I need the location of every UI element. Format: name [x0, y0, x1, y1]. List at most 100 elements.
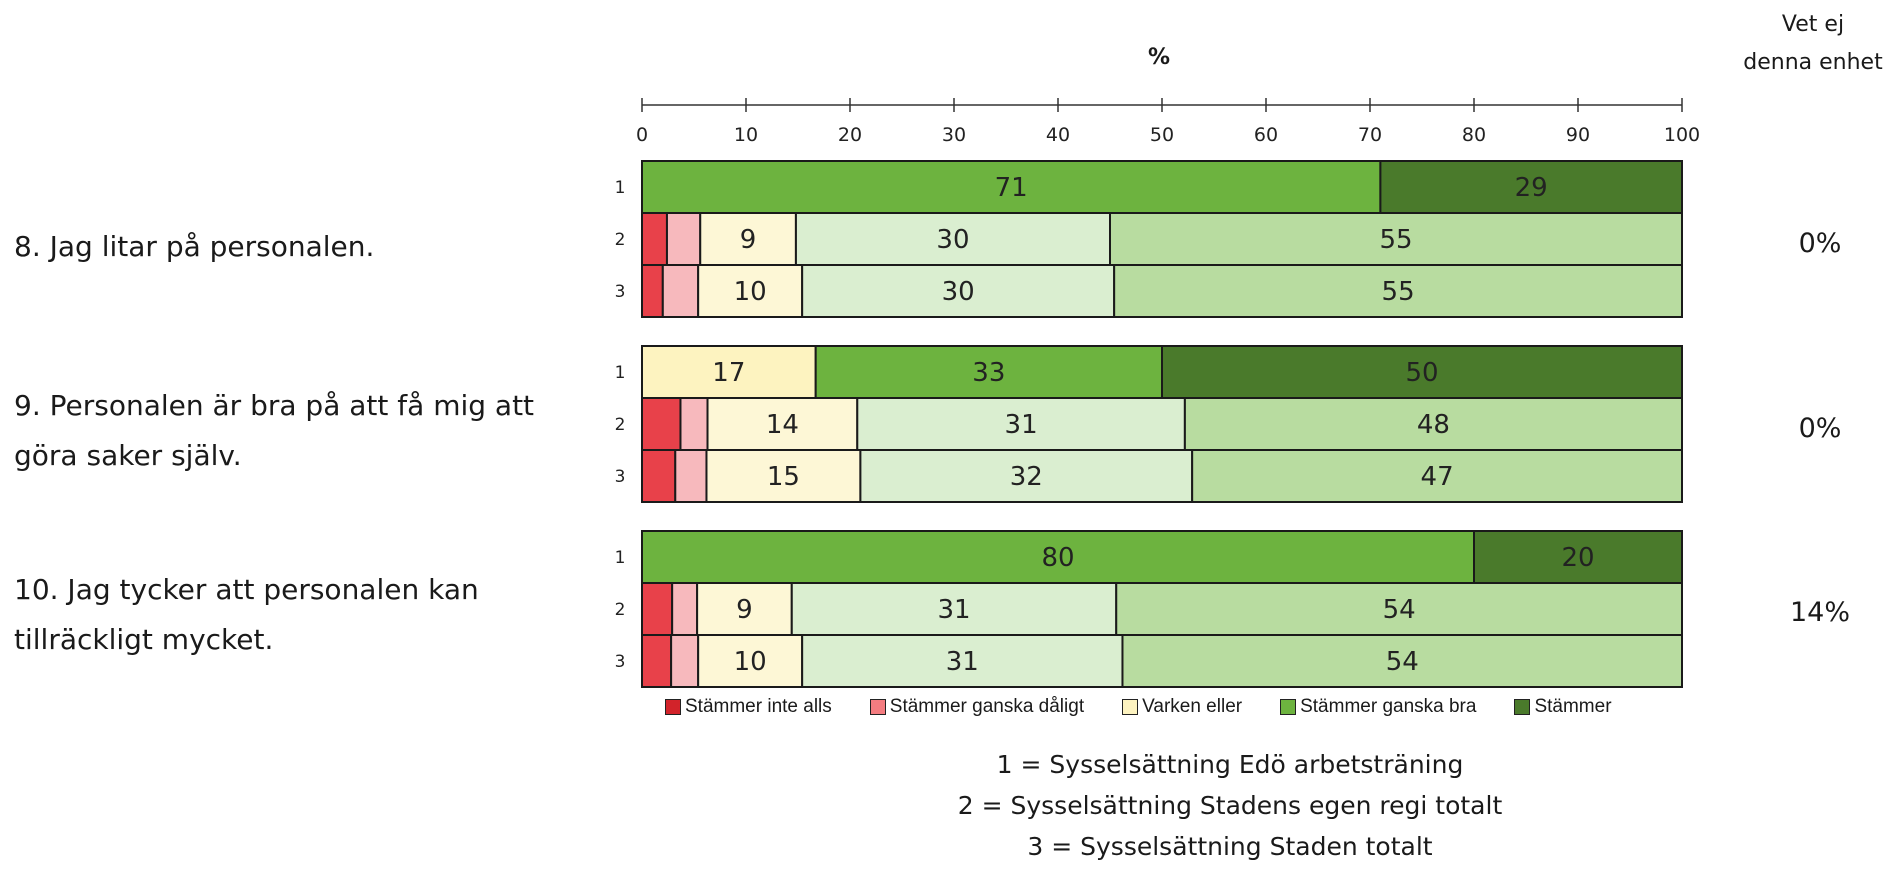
bar-value-label: 30 [936, 225, 969, 255]
legend-label-1: Stämmer inte alls [685, 696, 832, 717]
bar-value-label: 29 [1515, 173, 1548, 203]
legend-label-4: Stämmer ganska bra [1300, 696, 1477, 717]
bar-segment [1115, 582, 1683, 636]
bar-segment [671, 582, 699, 636]
footer-line-3: 3 = Sysselsättning Staden totalt [1027, 832, 1433, 861]
x-tick-label: 90 [1566, 124, 1590, 146]
x-tick-label: 40 [1046, 124, 1070, 146]
bar-segment [674, 449, 708, 503]
legend-swatch-4 [1280, 699, 1297, 715]
bar-value-label: 31 [937, 595, 970, 625]
bar-value-label: 10 [734, 277, 767, 307]
legend-swatch-2 [869, 699, 886, 715]
row-id-label: 2 [615, 600, 626, 620]
bar-segment [697, 264, 804, 318]
bar-segment [679, 397, 709, 451]
legend-item-5: Stämmer [1514, 696, 1612, 718]
bar-segment [1473, 530, 1683, 584]
bar-value-label: 17 [712, 358, 745, 388]
footer-line-2: 2 = Sysselsättning Stadens egen regi tot… [957, 791, 1503, 820]
bar-segment [696, 582, 793, 636]
bar-value-label: 33 [972, 358, 1005, 388]
bar-value-label: 47 [1421, 462, 1454, 492]
bar-segment [699, 212, 797, 266]
row-id-label: 3 [615, 467, 626, 487]
x-tick-label: 70 [1358, 124, 1382, 146]
bar-segment [705, 449, 862, 503]
bar-value-label: 54 [1386, 647, 1419, 677]
bar-value-label: 10 [734, 647, 767, 677]
bar-segment [1113, 264, 1684, 318]
row-id-label: 3 [615, 282, 626, 302]
legend-swatch-3 [1122, 699, 1139, 715]
axis-title: % [1148, 45, 1171, 70]
x-tick-label: 60 [1254, 124, 1278, 146]
footer-line-1: 1 = Sysselsättning Edö arbetsträning [996, 750, 1464, 779]
bar-segment [641, 530, 1475, 584]
bar-segment [661, 264, 700, 318]
bar-value-label: 30 [942, 277, 975, 307]
bar-segment [641, 264, 664, 318]
bar-value-label: 48 [1417, 410, 1450, 440]
legend-item-1: Stämmer inte alls [665, 696, 832, 718]
bar-segment [1121, 634, 1683, 688]
legend: Stämmer inte alls Stämmer ganska dåligt … [665, 696, 1650, 718]
bar-value-label: 80 [1041, 543, 1074, 573]
bar-segment [1183, 397, 1683, 451]
question-label-10: 10. Jag tycker att personalen kan tillrä… [14, 573, 479, 656]
bar-value-label: 14 [766, 410, 799, 440]
vet-ej-header-line2: denna enhet [1743, 50, 1883, 75]
x-tick-label: 10 [734, 124, 758, 146]
legend-swatch-5 [1514, 699, 1531, 715]
bar-value-label: 71 [995, 173, 1028, 203]
bar-segment [706, 397, 859, 451]
row-id-label: 1 [615, 178, 626, 198]
bar-segment [1109, 212, 1683, 266]
bar-value-label: 15 [767, 462, 800, 492]
vet-ej-header: Vet ej denna enhet [1738, 6, 1888, 82]
vet-ej-value-9: 0% [1798, 413, 1842, 444]
x-tick-label: 0 [636, 124, 648, 146]
row-id-label: 1 [615, 548, 626, 568]
bar-value-label: 31 [1005, 410, 1038, 440]
bar-value-label: 54 [1383, 595, 1416, 625]
bar-value-label: 32 [1010, 462, 1043, 492]
vet-ej-header-line1: Vet ej [1781, 12, 1845, 37]
x-tick-label: 30 [942, 124, 966, 146]
row-id-label: 3 [615, 652, 626, 672]
x-tick-label: 80 [1462, 124, 1486, 146]
bar-segment [1191, 449, 1684, 503]
legend-label-5: Stämmer [1534, 696, 1612, 717]
bar-segment [801, 634, 1124, 688]
legend-item-2: Stämmer ganska dåligt [869, 696, 1085, 718]
legend-label-2: Stämmer ganska dåligt [889, 696, 1085, 717]
legend-label-3: Varken eller [1142, 696, 1243, 717]
bar-segment [794, 212, 1111, 266]
x-tick-label: 50 [1150, 124, 1174, 146]
legend-item-4: Stämmer ganska bra [1280, 696, 1476, 718]
row-id-label: 2 [615, 415, 626, 435]
row-id-label: 2 [615, 230, 626, 250]
vet-ej-value-10: 14% [1789, 597, 1850, 628]
bar-segment [641, 160, 1382, 214]
bar-segment [641, 634, 673, 688]
bar-value-label: 9 [736, 595, 753, 625]
bar-segment [697, 634, 804, 688]
bar-segment [1379, 160, 1684, 214]
bar-segment [1161, 345, 1683, 399]
bar-segment [641, 397, 682, 451]
bar-segment [641, 582, 674, 636]
question-label-8: 8. Jag litar på personalen. [14, 230, 375, 263]
legend-item-3: Varken eller [1122, 696, 1242, 718]
legend-swatch-1 [665, 699, 681, 715]
bar-segment [670, 634, 700, 688]
bar-value-label: 50 [1405, 358, 1438, 388]
bar-segment [665, 212, 702, 266]
bar-segment [641, 212, 668, 266]
bar-value-label: 31 [946, 647, 979, 677]
question-label-9: 9. Personalen är bra på att få mig att g… [14, 389, 535, 472]
bar-segment [814, 345, 1163, 399]
x-tick-label: 100 [1664, 124, 1700, 146]
bar-segment [790, 582, 1118, 636]
